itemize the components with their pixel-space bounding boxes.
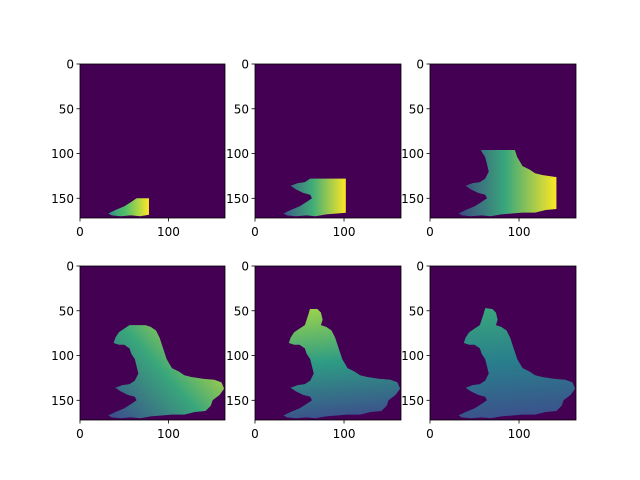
y-tick-label: 50 [59,102,74,116]
subplot-row2-col2: 0 50 100 150 0 100 [226,260,402,441]
heatmap-field [108,198,149,217]
y-tick-label: 150 [401,394,424,408]
x-tick-label: 100 [157,225,180,239]
x-tick-label: 100 [508,225,531,239]
heatmap-background [80,64,225,218]
y-tick-label: 50 [409,102,424,116]
axes-frame [79,63,226,219]
x-tick-label: 100 [508,427,531,441]
y-tick-label: 0 [416,58,424,72]
y-tick-label: 150 [51,394,74,408]
y-tick-label: 0 [241,260,249,274]
subplot-row1-col1: 0 50 100 150 0 100 [51,58,226,239]
x-tick-label: 100 [333,225,356,239]
heatmap-field [458,149,557,217]
heatmap-field [458,308,576,419]
y-tick-label: 150 [51,192,74,206]
y-tick-label: 0 [416,260,424,274]
y-tick-label: 100 [51,147,74,161]
subplot-row1-col3: 0 50 100 150 0 100 [401,58,577,239]
heatmap-field [108,325,225,419]
x-tick-label: 0 [76,225,84,239]
axes-frame [429,265,577,421]
heatmap-field [283,178,346,217]
y-tick-label: 50 [234,304,249,318]
y-tick-label: 50 [234,102,249,116]
y-tick-label: 100 [226,349,249,363]
y-tick-label: 0 [66,58,74,72]
axes-frame [429,63,577,219]
subplot-row1-col2: 0 50 100 150 0 100 [226,58,402,239]
y-tick-label: 150 [226,192,249,206]
x-tick-label: 0 [251,427,259,441]
y-tick-label: 50 [59,304,74,318]
x-tick-label: 0 [251,225,259,239]
x-tick-label: 100 [157,427,180,441]
axes-frame [79,265,226,421]
heatmap-field [283,308,401,419]
y-tick-label: 150 [401,192,424,206]
y-tick-label: 150 [226,394,249,408]
axes-frame [254,63,402,219]
y-tick-label: 100 [401,147,424,161]
y-tick-label: 100 [401,349,424,363]
y-tick-label: 100 [226,147,249,161]
y-tick-label: 100 [51,349,74,363]
x-tick-label: 100 [333,427,356,441]
x-tick-label: 0 [426,427,434,441]
axes-frame [254,265,402,421]
x-tick-label: 0 [76,427,84,441]
y-tick-label: 50 [409,304,424,318]
y-tick-label: 0 [241,58,249,72]
y-tick-label: 0 [66,260,74,274]
x-tick-label: 0 [426,225,434,239]
subplot-row2-col3: 0 50 100 150 0 100 [401,260,577,441]
subplot-row2-col1: 0 50 100 150 0 100 [51,260,226,441]
